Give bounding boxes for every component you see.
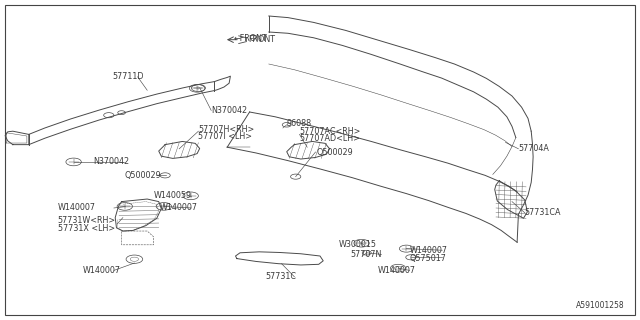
Text: 57707H<RH>: 57707H<RH>	[198, 125, 255, 134]
Text: W140007: W140007	[58, 204, 95, 212]
Text: 96088: 96088	[287, 119, 312, 128]
Text: 57704A: 57704A	[518, 144, 549, 153]
Text: W140059: W140059	[154, 191, 192, 200]
Text: 57711D: 57711D	[112, 72, 143, 81]
Text: N370042: N370042	[211, 106, 247, 115]
Text: 57731C: 57731C	[266, 272, 296, 281]
Text: 57707AC<RH>: 57707AC<RH>	[300, 127, 361, 136]
Text: 57707I <LH>: 57707I <LH>	[198, 132, 252, 141]
Text: FRONT: FRONT	[248, 35, 275, 44]
Text: N370042: N370042	[93, 157, 129, 166]
Text: Q575017: Q575017	[410, 254, 447, 263]
Text: Q500029: Q500029	[317, 148, 353, 156]
Text: W300015: W300015	[339, 240, 377, 249]
Text: ←FRONT: ←FRONT	[234, 34, 268, 43]
Text: W140007: W140007	[160, 204, 198, 212]
Text: W140007: W140007	[410, 246, 447, 255]
Text: 57731X <LH>: 57731X <LH>	[58, 224, 115, 233]
Text: 57707AD<LH>: 57707AD<LH>	[300, 134, 360, 143]
Text: W140007: W140007	[83, 266, 121, 275]
Text: 57731CA: 57731CA	[525, 208, 561, 217]
Text: 57731W<RH>: 57731W<RH>	[58, 216, 116, 225]
Text: 57707N: 57707N	[351, 250, 382, 259]
Text: Q500029: Q500029	[125, 171, 161, 180]
Text: W140007: W140007	[378, 266, 415, 275]
Text: A591001258: A591001258	[576, 301, 625, 310]
